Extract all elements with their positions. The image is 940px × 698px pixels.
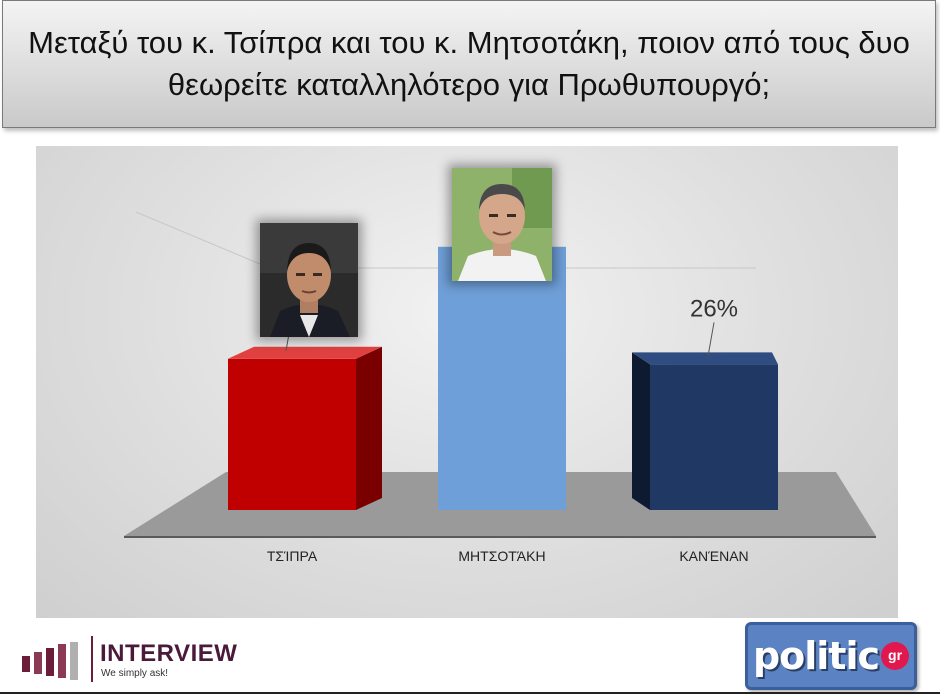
bar-top [632, 352, 778, 365]
category-label: ΤΣΊΠΡΑ [267, 548, 318, 564]
category-label: ΚΑΝΈΝΑΝ [679, 548, 748, 564]
interview-tagline: We simply ask! [101, 668, 169, 679]
category-label: ΜΗΤΣΟΤΆΚΗ [458, 548, 545, 564]
politic-gr-badge: gr [881, 642, 910, 670]
bar [438, 246, 566, 511]
interview-bars-icon [22, 642, 78, 680]
interview-logo: INTERVIEW We simply ask! [20, 632, 240, 688]
footer-divider [0, 692, 940, 694]
bar-side [356, 346, 382, 510]
bg-line [135, 211, 261, 265]
photo-mitsotakis [452, 168, 552, 281]
bar [650, 364, 778, 510]
bar-side [632, 352, 650, 510]
bar-top [228, 346, 382, 359]
photo-tsipras [260, 223, 358, 337]
label-leader-line [707, 322, 715, 357]
bar [228, 358, 356, 510]
politic-logo: politic gr [745, 622, 917, 690]
politic-name: politic [752, 634, 880, 678]
interview-divider [91, 636, 93, 682]
chart-title: Μεταξύ του κ. Τσίπρα και του κ. Μητσοτάκ… [28, 25, 910, 102]
data-label: 26% [690, 295, 738, 322]
interview-name: INTERVIEW [100, 640, 238, 667]
title-box: Μεταξύ του κ. Τσίπρα και του κ. Μητσοτάκ… [2, 0, 936, 128]
